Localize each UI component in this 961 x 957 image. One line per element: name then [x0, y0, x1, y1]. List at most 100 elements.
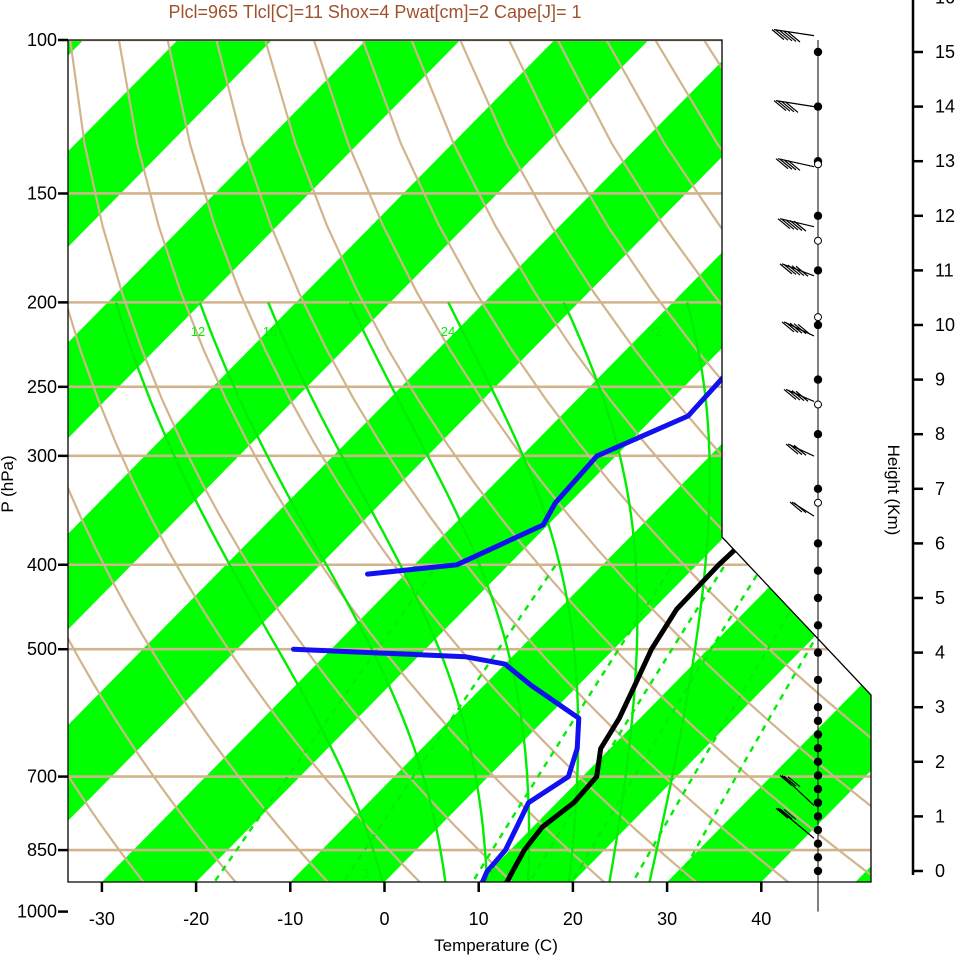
wind-level-marker [813, 784, 823, 794]
temperature-line [484, 56, 871, 882]
mixing-ratio-line [650, 564, 860, 882]
wind-barb-feather [795, 390, 809, 402]
mixing-ratio-label: 32 [648, 324, 662, 339]
wind-barb-feather [793, 220, 807, 232]
y-axis: 100 150 200 250 300 400 500 700 850 1000 [17, 30, 68, 922]
wind-barb-shaft [773, 29, 815, 37]
wind-barb-feather [781, 101, 795, 113]
wind-level-marker [813, 102, 823, 111]
mixing-ratio-label: 24 [441, 324, 455, 339]
mixing-ratio-line [311, 564, 557, 882]
wind-barb-column [771, 29, 823, 912]
dry-adiabat [312, 40, 871, 882]
wind-level-marker [813, 825, 823, 835]
wind-barb-feather [787, 159, 801, 171]
x-axis: -30 -20 -10 0 10 20 30 40 [89, 882, 771, 929]
wind-level-marker [813, 839, 823, 848]
wind-barb-shaft [781, 775, 815, 806]
wind-level-marker [813, 430, 823, 439]
height-tick-label: 8 [935, 424, 945, 444]
wind-barb-feather [775, 807, 789, 819]
x-tick-label: -10 [277, 909, 303, 929]
y-tick-label: 400 [27, 555, 57, 575]
x-tick-label: 0 [379, 909, 389, 929]
wind-level-marker [813, 853, 823, 862]
dry-adiabat [68, 40, 375, 882]
mixing-ratio-line [180, 564, 439, 882]
chart-title: Plcl=965 Tlcl[C]=11 Shox=4 Pwat[cm]=2 Ca… [168, 2, 581, 22]
height-tick-label: 0 [935, 861, 945, 881]
dry-adiabat [68, 40, 470, 882]
wind-barb-feather [783, 808, 797, 820]
wind-barb-feather [789, 220, 803, 231]
wind-barb-feather [777, 100, 791, 112]
wind-barb-feather [779, 808, 793, 820]
wind-barb-feather [779, 775, 793, 786]
wind-level-marker [813, 716, 823, 726]
moist-adiabat [637, 302, 711, 882]
wind-level-marker [813, 866, 823, 876]
wind-barb-shaft [785, 388, 815, 402]
wind-barb-shaft [777, 807, 815, 839]
x-tick-label: 10 [469, 909, 489, 929]
wind-barb-feather [785, 219, 799, 231]
wind-level-marker [813, 375, 823, 384]
wind-level-marker [813, 648, 823, 657]
wind-barb-feather [783, 159, 797, 171]
wind-barb-feather [793, 502, 807, 514]
height-tick-label: 9 [935, 370, 945, 390]
wind-level-open-marker [814, 313, 822, 322]
wind-barb-feather [787, 776, 801, 788]
height-tick-label: 13 [935, 151, 955, 171]
wind-barb-feather [773, 100, 787, 112]
wind-level-marker [813, 211, 823, 220]
wind-barb-feather [775, 29, 789, 41]
wind-level-marker [813, 730, 823, 739]
wind-level-marker [813, 47, 823, 57]
x-tick-label: 30 [657, 909, 677, 929]
dry-adiabat [69, 40, 566, 882]
height-axis-title: Height (Km) [884, 445, 903, 536]
wind-level-open-marker [814, 160, 822, 169]
sounding-series [291, 56, 871, 882]
dry-adiabat [117, 40, 661, 882]
y-tick-label: 700 [27, 767, 57, 787]
x-tick-label: 20 [563, 909, 583, 929]
wind-barb-feather [775, 158, 789, 170]
wind-level-marker [813, 743, 823, 753]
y-tick-label: 300 [27, 446, 57, 466]
mixing-ratio-line [604, 564, 820, 882]
y-tick-label: 850 [27, 840, 57, 860]
height-tick-label: 11 [935, 260, 954, 280]
x-tick-label: -30 [89, 909, 115, 929]
wind-level-open-marker [814, 400, 822, 409]
isotherm-band [619, 40, 871, 882]
wind-barb-feather [791, 390, 805, 402]
x-axis-title: Temperature (C) [434, 936, 558, 955]
wind-barb-feather [791, 265, 805, 277]
dry-adiabat [68, 40, 184, 882]
dry-adiabat [899, 40, 961, 930]
wind-barb-feather [789, 501, 803, 513]
moist-adiabat [198, 301, 452, 882]
moist-adiabat [562, 301, 639, 882]
wind-barb-feather [781, 218, 795, 230]
wind-barb-feather [797, 323, 811, 335]
height-tick-label: 4 [935, 643, 945, 663]
mixing-ratio-label: 8 [490, 865, 497, 880]
wind-level-marker [813, 320, 823, 330]
wind-level-marker [813, 484, 823, 493]
wind-barb-feather [793, 444, 807, 456]
dry-adiabat [948, 40, 961, 930]
height-tick-label: 1 [935, 806, 945, 826]
dry-adiabat [215, 40, 852, 882]
wind-barb-feather [787, 31, 801, 43]
wind-barb-feather [785, 101, 799, 113]
mixing-ratio-lines [180, 564, 860, 882]
dry-adiabat [410, 40, 871, 882]
wind-barb-feather [783, 30, 797, 42]
wind-level-marker [813, 703, 823, 712]
wind-barb-feather [785, 322, 799, 333]
wind-level-marker [813, 566, 823, 575]
y-tick-label: 1000 [17, 902, 57, 922]
